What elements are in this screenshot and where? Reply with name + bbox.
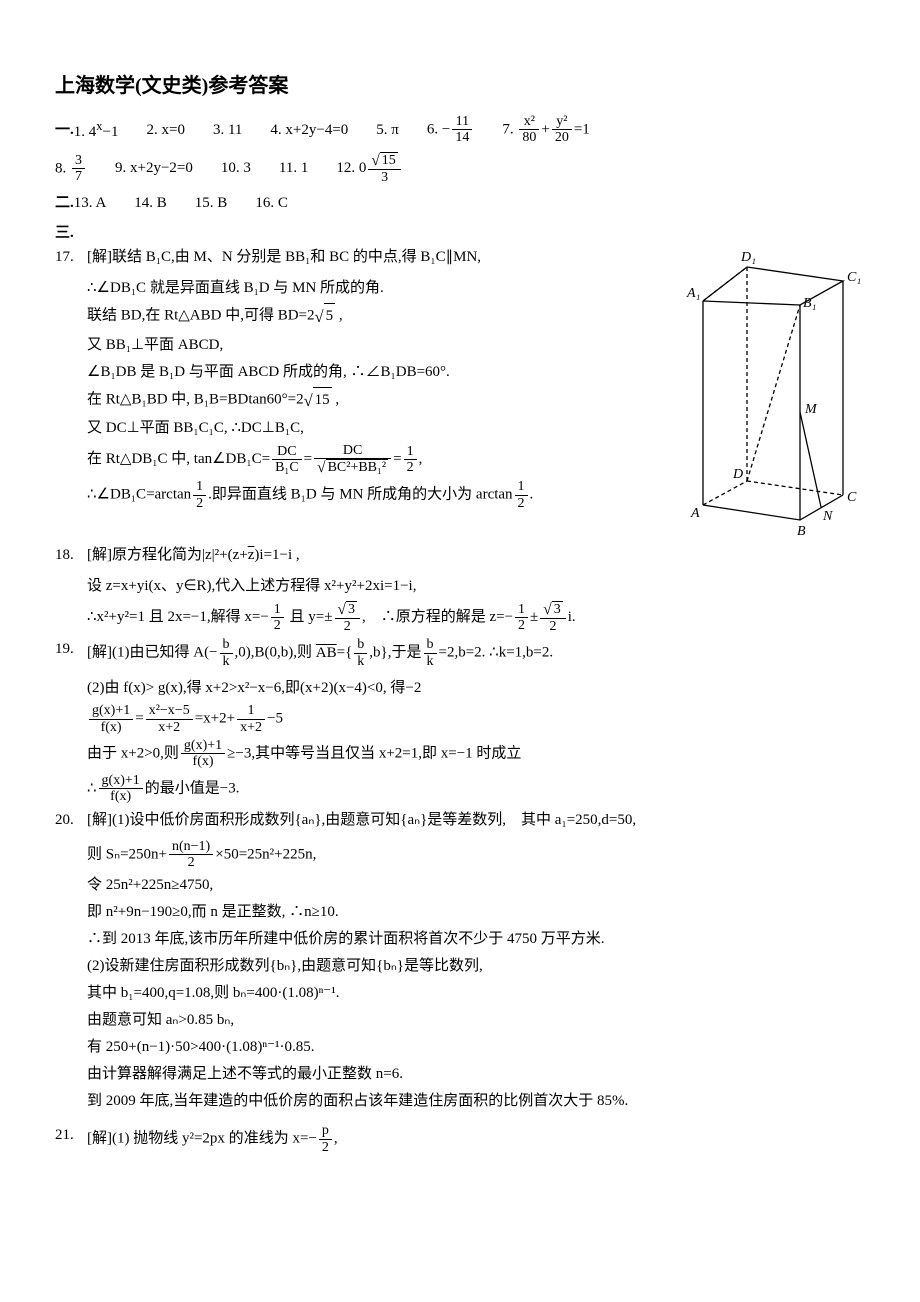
ans-16: 16. C (255, 191, 288, 215)
p19-l4: ∴g(x)+1f(x)的最小值是−3. (55, 773, 865, 805)
p20-l2: 令 25n²+225n≥4750, (55, 873, 865, 897)
p20-l8: 有 250+(n−1)·50>400·(1.08)ⁿ⁻¹·0.85. (55, 1035, 865, 1059)
ans-7: 7. x²80+y²20=1 (502, 114, 589, 146)
ans-6: 6. −1114 (427, 114, 474, 146)
p17-l7: 在 Rt△DB₁C 中, tan∠DB₁C=DCB₁C=DCBC²+BB₁²=1… (55, 443, 675, 476)
problem-19-num: 19. (55, 637, 87, 661)
p17-l6: 又 DC⊥平面 BB₁C₁C, ∴DC⊥B₁C, (55, 416, 675, 440)
problem-20: 20. [解](1)设中低价房面积形成数列{aₙ},由题意可知{aₙ}是等差数列… (55, 808, 865, 835)
ans-9: 9. x+2y−2=0 (115, 156, 193, 180)
ans-10: 10. 3 (221, 156, 251, 180)
p20-l5: (2)设新建住房面积形成数列{bₙ},由题意可知{bₙ}是等比数列, (55, 954, 865, 978)
label-b1: B₁ (803, 296, 816, 311)
label-b: B (797, 524, 806, 535)
problem-17-area: 17. [解]联结 B₁C,由 M、N 分别是 BB₁和 BC 的中点,得 B₁… (55, 245, 865, 543)
label-m: M (804, 402, 818, 417)
ans-3: 3. 11 (213, 118, 242, 142)
problem-21: 21. [解](1) 抛物线 y²=2px 的准线为 x=−p2, (55, 1123, 865, 1158)
p19-l1: (2)由 f(x)> g(x),得 x+2>x²−x−6,即(x+2)(x−4)… (55, 676, 865, 700)
ans-4: 4. x+2y−4=0 (270, 118, 348, 142)
p20-l1: 则 Sₙ=250n+n(n−1)2×50=25n²+225n, (55, 839, 865, 871)
p17-l2: 联结 BD,在 Rt△ABD 中,可得 BD=25 , (55, 303, 675, 329)
section1-line2: 8. 37 9. x+2y−2=0 10. 3 11. 1 12. 0153 (55, 152, 865, 185)
label-c: C (847, 490, 857, 505)
problem-18-num: 18. (55, 543, 87, 567)
label-a1: A₁ (686, 286, 700, 301)
section1-label: 一. (55, 118, 74, 142)
cuboid-figure: A B C D A₁ B₁ C₁ D₁ M N (685, 245, 865, 543)
diag-db1 (747, 305, 800, 481)
top-face (703, 267, 843, 305)
p20-l4: ∴到 2013 年底,该市历年所建中低价房的累计面积将首次不少于 4750 万平… (55, 927, 865, 951)
p19-l2: g(x)+1f(x)=x²−x−5x+2=x+2+1x+2−5 (55, 703, 865, 735)
p18-l2: ∴x²+y²=1 且 2x=−1,解得 x=−12 且 y=±32, ∴原方程的… (55, 601, 865, 634)
edge-abc (703, 495, 843, 520)
section2-line: 二. 13. A 14. B 15. B 16. C (55, 191, 865, 215)
p20-l7: 由题意可知 aₙ>0.85 bₙ, (55, 1008, 865, 1032)
p21-l0: [解](1) 抛物线 y²=2px 的准线为 x=−p2, (87, 1123, 865, 1155)
ans-2: 2. x=0 (146, 118, 184, 142)
problem-19-body: [解](1)由已知得 A(−bk,0),B(0,b),则 AB={bk,b},于… (87, 637, 865, 672)
label-n: N (822, 509, 833, 524)
ans-5: 5. π (376, 118, 399, 142)
edge-ad (703, 481, 747, 505)
problem-17-num: 17. (55, 245, 87, 269)
ans-15: 15. B (195, 191, 228, 215)
problem-18-body: [解]原方程化简为|z|²+(z+z)i=1−i , (87, 543, 865, 570)
problem-21-num: 21. (55, 1123, 87, 1147)
problem-17-body: [解]联结 B₁C,由 M、N 分别是 BB₁和 BC 的中点,得 B₁C∥MN… (87, 245, 675, 272)
edge-dc (747, 481, 843, 495)
p20-l10: 到 2009 年底,当年建造的中低价房的面积占该年建造住房面积的比例首次大于 8… (55, 1089, 865, 1113)
ans-11: 11. 1 (279, 156, 308, 180)
problem-20-body: [解](1)设中低价房面积形成数列{aₙ},由题意可知{aₙ}是等差数列, 其中… (87, 808, 865, 835)
problem-18: 18. [解]原方程化简为|z|²+(z+z)i=1−i , (55, 543, 865, 570)
ans-8: 8. 37 (55, 153, 87, 185)
p19-l3: 由于 x+2>0,则g(x)+1f(x)≥−3,其中等号当且仅当 x+2=1,即… (55, 738, 865, 770)
p17-l3: 又 BB₁⊥平面 ABCD, (55, 333, 675, 357)
p17-l1: ∴∠DB₁C 就是异面直线 B₁D 与 MN 所成的角. (55, 276, 675, 300)
problem-21-body: [解](1) 抛物线 y²=2px 的准线为 x=−p2, (87, 1123, 865, 1158)
p20-l9: 由计算器解得满足上述不等式的最小正整数 n=6. (55, 1062, 865, 1086)
problem-19: 19. [解](1)由已知得 A(−bk,0),B(0,b),则 AB={bk,… (55, 637, 865, 672)
p20-l3: 即 n²+9n−190≥0,而 n 是正整数, ∴n≥10. (55, 900, 865, 924)
section3-label: 三. (55, 221, 865, 245)
ans-12: 12. 0153 (336, 152, 402, 185)
label-c1: C₁ (847, 270, 861, 285)
page-title: 上海数学(文史类)参考答案 (55, 70, 865, 102)
p19-l0: [解](1)由已知得 A(−bk,0),B(0,b),则 AB={bk,b},于… (87, 637, 865, 669)
p17-l8: ∴∠DB₁C=arctan12.即异面直线 B₁D 与 MN 所成角的大小为 a… (55, 479, 675, 511)
p18-l1: 设 z=x+yi(x、y∈R),代入上述方程得 x²+y²+2xi=1−i, (55, 574, 865, 598)
ans-1: 1. 4x−1 (74, 116, 119, 144)
label-d1: D₁ (740, 250, 756, 265)
problem-20-num: 20. (55, 808, 87, 832)
p20-l0: [解](1)设中低价房面积形成数列{aₙ},由题意可知{aₙ}是等差数列, 其中… (87, 808, 865, 832)
p17-l5: 在 Rt△B₁BD 中, B₁B=BDtan60°=215 , (55, 387, 675, 413)
p20-l6: 其中 b₁=400,q=1.08,则 bₙ=400·(1.08)ⁿ⁻¹. (55, 981, 865, 1005)
ans-13: 13. A (74, 191, 107, 215)
label-d: D (732, 467, 743, 482)
ans-14: 14. B (134, 191, 167, 215)
p18-l0: [解]原方程化简为|z|²+(z+z)i=1−i , (87, 543, 865, 567)
section2-label: 二. (55, 191, 74, 215)
section1-line1: 一. 1. 4x−1 2. x=0 3. 11 4. x+2y−4=0 5. π… (55, 114, 865, 146)
p17-l4: ∠B₁DB 是 B₁D 与平面 ABCD 所成的角, ∴∠B₁DB=60°. (55, 360, 675, 384)
label-a: A (690, 506, 700, 521)
problem-17: 17. [解]联结 B₁C,由 M、N 分别是 BB₁和 BC 的中点,得 B₁… (55, 245, 675, 272)
p17-l0: [解]联结 B₁C,由 M、N 分别是 BB₁和 BC 的中点,得 B₁C∥MN… (87, 245, 675, 269)
seg-mn (800, 412, 821, 507)
